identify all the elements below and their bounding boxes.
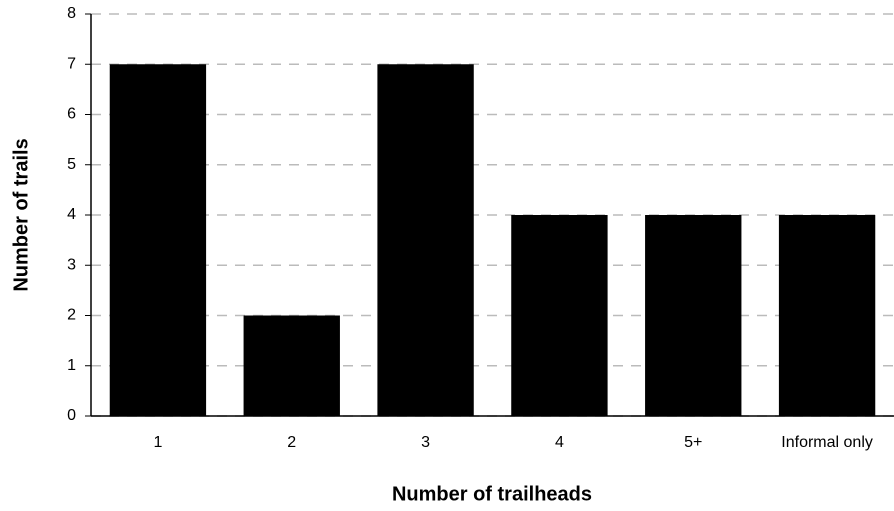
x-tick-label: 1 <box>153 434 162 451</box>
bar <box>377 64 474 416</box>
x-tick-label: 5+ <box>684 434 702 451</box>
y-tick-label: 1 <box>67 357 76 374</box>
y-tick-label: 4 <box>67 206 76 223</box>
y-tick-label: 2 <box>67 307 76 324</box>
bar <box>511 215 608 416</box>
bar <box>243 315 340 416</box>
bar <box>109 64 207 416</box>
x-tick-label: 3 <box>421 434 430 451</box>
y-tick-label: 7 <box>67 55 76 72</box>
y-tick-label: 6 <box>67 106 76 123</box>
x-tick-label: Informal only <box>781 434 873 451</box>
y-tick-label: 3 <box>67 256 76 273</box>
y-tick-label: 5 <box>67 156 76 173</box>
y-tick-label: 0 <box>67 407 76 424</box>
bar <box>645 215 742 416</box>
x-tick-label: 2 <box>287 434 296 451</box>
y-axis-label: Number of trails <box>10 138 32 291</box>
bar <box>778 215 876 416</box>
x-tick-label: 4 <box>555 434 564 451</box>
y-tick-label: 8 <box>67 5 76 22</box>
x-axis-label: Number of trailheads <box>392 483 592 505</box>
